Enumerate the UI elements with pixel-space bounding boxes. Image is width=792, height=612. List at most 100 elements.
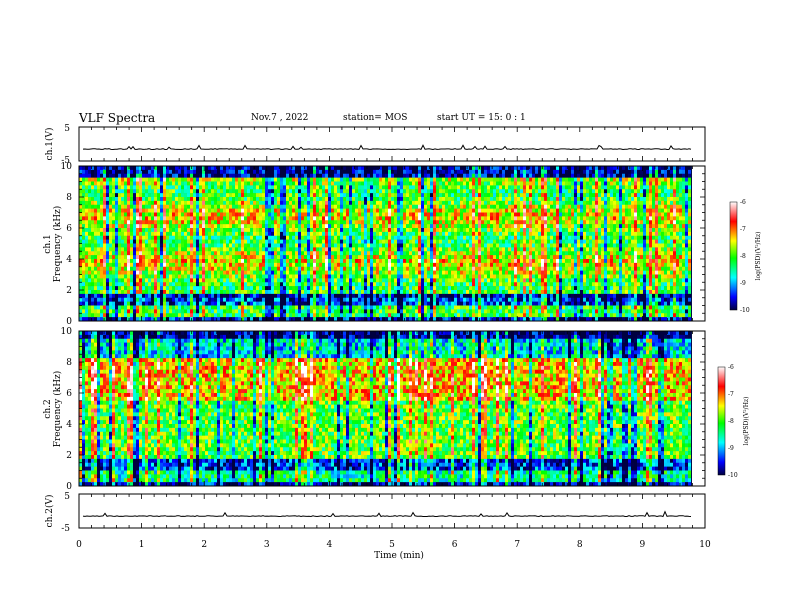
spectrogram-cell: [250, 224, 253, 229]
spectrogram-cell: [199, 301, 202, 306]
spectrogram-cell: [382, 270, 385, 275]
spectrogram-cell: [433, 193, 436, 198]
spectrogram-cell: [274, 193, 277, 198]
spectrogram-cell: [127, 259, 130, 264]
spectrogram-cell: [214, 173, 217, 178]
spectrogram-cell: [196, 239, 199, 244]
spectrogram-cell: [391, 290, 394, 295]
spectrogram-cell: [313, 262, 316, 268]
spectrogram-cell: [325, 197, 328, 202]
spectrogram-cell: [211, 282, 214, 287]
spectrogram-cell: [364, 282, 367, 287]
spectrogram-cell: [325, 169, 328, 175]
spectrogram-cell: [238, 274, 241, 279]
spectrogram-cell: [298, 173, 301, 178]
spectrogram-cell: [364, 212, 367, 217]
spectrogram-cell: [406, 235, 409, 240]
spectrogram-cell: [439, 282, 442, 287]
spectrogram-cell: [322, 297, 325, 302]
spectrogram-cell: [283, 243, 286, 248]
spectrogram-cell: [142, 200, 145, 206]
spectrogram-cell: [151, 293, 154, 299]
spectrogram-cell: [175, 305, 178, 310]
spectrogram-cell: [274, 204, 277, 209]
spectrogram-cell: [91, 282, 94, 287]
spectrogram-cell: [433, 262, 436, 268]
spectrogram-cell: [88, 305, 91, 310]
spectrogram-cell: [100, 309, 103, 314]
spectrogram-cell: [313, 173, 316, 178]
spectrogram-cell: [205, 259, 208, 264]
spectrogram-cell: [97, 274, 100, 279]
spectrogram-cell: [214, 185, 217, 190]
spectrogram-cell: [265, 270, 268, 275]
spectrogram-cell: [124, 293, 127, 299]
spectrogram-cell: [112, 282, 115, 287]
spectrogram-cell: [310, 313, 313, 318]
spectrogram-cell: [211, 243, 214, 248]
spectrogram-cell: [118, 262, 121, 268]
spectrogram-cell: [349, 243, 352, 248]
spectrogram-cell: [367, 282, 370, 287]
spectrogram-cell: [316, 305, 319, 310]
spectrogram-cell: [139, 247, 142, 252]
spectrogram-cell: [109, 208, 112, 213]
spectrogram-cell: [235, 239, 238, 244]
spectrogram-cell: [253, 278, 256, 283]
spectrogram-cell: [331, 270, 334, 275]
spectrogram-cell: [226, 208, 229, 213]
spectrogram-cell: [274, 255, 277, 260]
spectrogram-cell: [208, 255, 211, 260]
spectrogram-cell: [211, 224, 214, 229]
spectrogram-cell: [202, 239, 205, 244]
spectrogram-cell: [313, 274, 316, 279]
spectrogram-cell: [142, 274, 145, 279]
spectrogram-cell: [223, 181, 226, 186]
spectrogram-cell: [379, 212, 382, 217]
spectrogram-cell: [304, 216, 307, 221]
spectrogram-cell: [373, 177, 376, 182]
spectrogram-cell: [193, 169, 196, 175]
spectrogram-cell: [367, 317, 370, 322]
spectrogram-cell: [298, 216, 301, 221]
spectrogram-cell: [142, 278, 145, 283]
spectrogram-cell: [319, 177, 322, 182]
spectrogram-cell: [85, 216, 88, 221]
spectrogram-cell: [358, 204, 361, 209]
spectrogram-cell: [274, 266, 277, 271]
spectrogram-cell: [163, 212, 166, 217]
spectrogram-cell: [421, 297, 424, 302]
spectrogram-cell: [430, 297, 433, 302]
spectrogram-cell: [91, 293, 94, 299]
spectrogram-cell: [94, 181, 97, 186]
spectrogram-cell: [373, 282, 376, 287]
spectrogram-cell: [271, 247, 274, 252]
spectrogram-cell: [355, 262, 358, 268]
spectrogram-cell: [400, 173, 403, 178]
spectrogram-cell: [256, 173, 259, 178]
spectrogram-cell: [235, 247, 238, 252]
spectrogram-cell: [328, 231, 331, 237]
spectrogram-cell: [211, 204, 214, 209]
spectrogram-cell: [229, 286, 232, 291]
spectrogram-cell: [418, 224, 421, 229]
spectrogram-cell: [220, 274, 223, 279]
spectrogram-cell: [205, 290, 208, 295]
spectrogram-cell: [160, 220, 163, 225]
spectrogram-cell: [418, 243, 421, 248]
spectrogram-cell: [184, 220, 187, 225]
spectrogram-cell: [277, 259, 280, 264]
spectrogram-cell: [442, 286, 445, 291]
spectrogram-cell: [97, 297, 100, 302]
spectrogram-cell: [292, 309, 295, 314]
spectrogram-cell: [400, 247, 403, 252]
spectrogram-cell: [220, 177, 223, 182]
spectrogram-cell: [175, 200, 178, 206]
spectrogram-cell: [403, 200, 406, 206]
spectrogram-cell: [163, 185, 166, 190]
spectrogram-cell: [328, 297, 331, 302]
spectrogram-cell: [238, 309, 241, 314]
spectrogram-cell: [313, 270, 316, 275]
spectrogram-cell: [319, 193, 322, 198]
spectrogram-cell: [289, 262, 292, 268]
